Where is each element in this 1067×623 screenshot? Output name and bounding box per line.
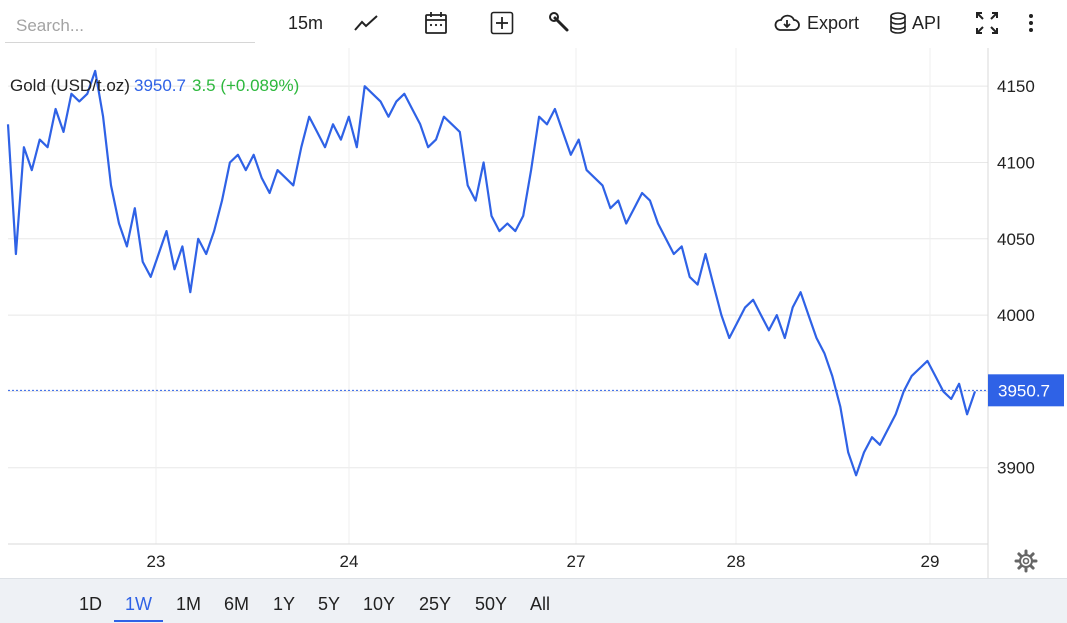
x-axis-ticks: 23 24 27 28 29 xyxy=(147,552,940,571)
y-tick-label: 4050 xyxy=(997,230,1035,249)
range-25y[interactable]: 25Y xyxy=(419,594,452,614)
toolbar: 15m Export API xyxy=(0,0,1067,48)
last-price-label: 3950.7 xyxy=(998,381,1050,400)
y-tick-label: 4000 xyxy=(997,306,1035,325)
gold-price-line xyxy=(6,69,977,477)
range-1d[interactable]: 1D xyxy=(79,594,103,614)
add-icon[interactable] xyxy=(490,8,514,38)
legend-change: 3.5 (+0.089%) xyxy=(191,76,300,95)
gear-icon[interactable] xyxy=(1014,549,1038,573)
instrument-name: Gold (USD/t.oz) xyxy=(10,76,130,95)
y-axis-ticks: 3900 4000 4050 4100 4150 xyxy=(997,77,1035,478)
range-1w[interactable]: 1W xyxy=(114,594,163,622)
last-price-badge: 3950.7 xyxy=(988,374,1064,407)
export-label: Export xyxy=(807,12,860,33)
api-label: API xyxy=(912,12,942,33)
calendar-icon[interactable] xyxy=(424,8,448,38)
interval-button[interactable]: 15m xyxy=(288,8,323,38)
range-1m[interactable]: 1M xyxy=(176,594,202,614)
range-10y[interactable]: 10Y xyxy=(363,594,396,614)
x-tick-label: 28 xyxy=(727,552,746,571)
range-1y[interactable]: 1Y xyxy=(273,594,296,614)
chart-grid xyxy=(8,48,988,544)
legend-price: 3950.7 xyxy=(133,76,186,95)
x-tick-label: 24 xyxy=(340,552,359,571)
x-tick-label: 23 xyxy=(147,552,166,571)
line-chart-icon[interactable] xyxy=(353,8,379,38)
range-5y[interactable]: 5Y xyxy=(318,594,341,614)
y-tick-label: 3900 xyxy=(997,459,1035,478)
range-all[interactable]: All xyxy=(530,594,551,614)
chart-legend: Gold (USD/t.oz) 3950.7 3.5 (+0.089%) xyxy=(10,76,299,96)
interval-label: 15m xyxy=(288,12,324,33)
x-tick-label: 29 xyxy=(921,552,940,571)
range-50y[interactable]: 50Y xyxy=(475,594,508,614)
api-button[interactable]: API xyxy=(889,8,941,38)
search-input[interactable] xyxy=(5,10,255,43)
wrench-icon[interactable] xyxy=(549,8,571,38)
price-chart[interactable]: 3900 4000 4050 4100 4150 23 24 27 28 29 3950.7 xyxy=(0,0,1067,578)
cloud-download-icon xyxy=(774,14,800,31)
range-6m[interactable]: 6M xyxy=(224,594,250,614)
database-icon xyxy=(890,12,906,34)
export-button[interactable]: Export xyxy=(773,8,859,38)
range-selector: 1D 1W 1M 6M 1Y 5Y 10Y 25Y 50Y All xyxy=(0,578,1067,623)
y-tick-label: 4150 xyxy=(997,77,1035,96)
more-vertical-icon[interactable] xyxy=(1026,8,1036,38)
fullscreen-icon[interactable] xyxy=(975,8,999,38)
y-tick-label: 4100 xyxy=(997,153,1035,172)
x-tick-label: 27 xyxy=(567,552,586,571)
